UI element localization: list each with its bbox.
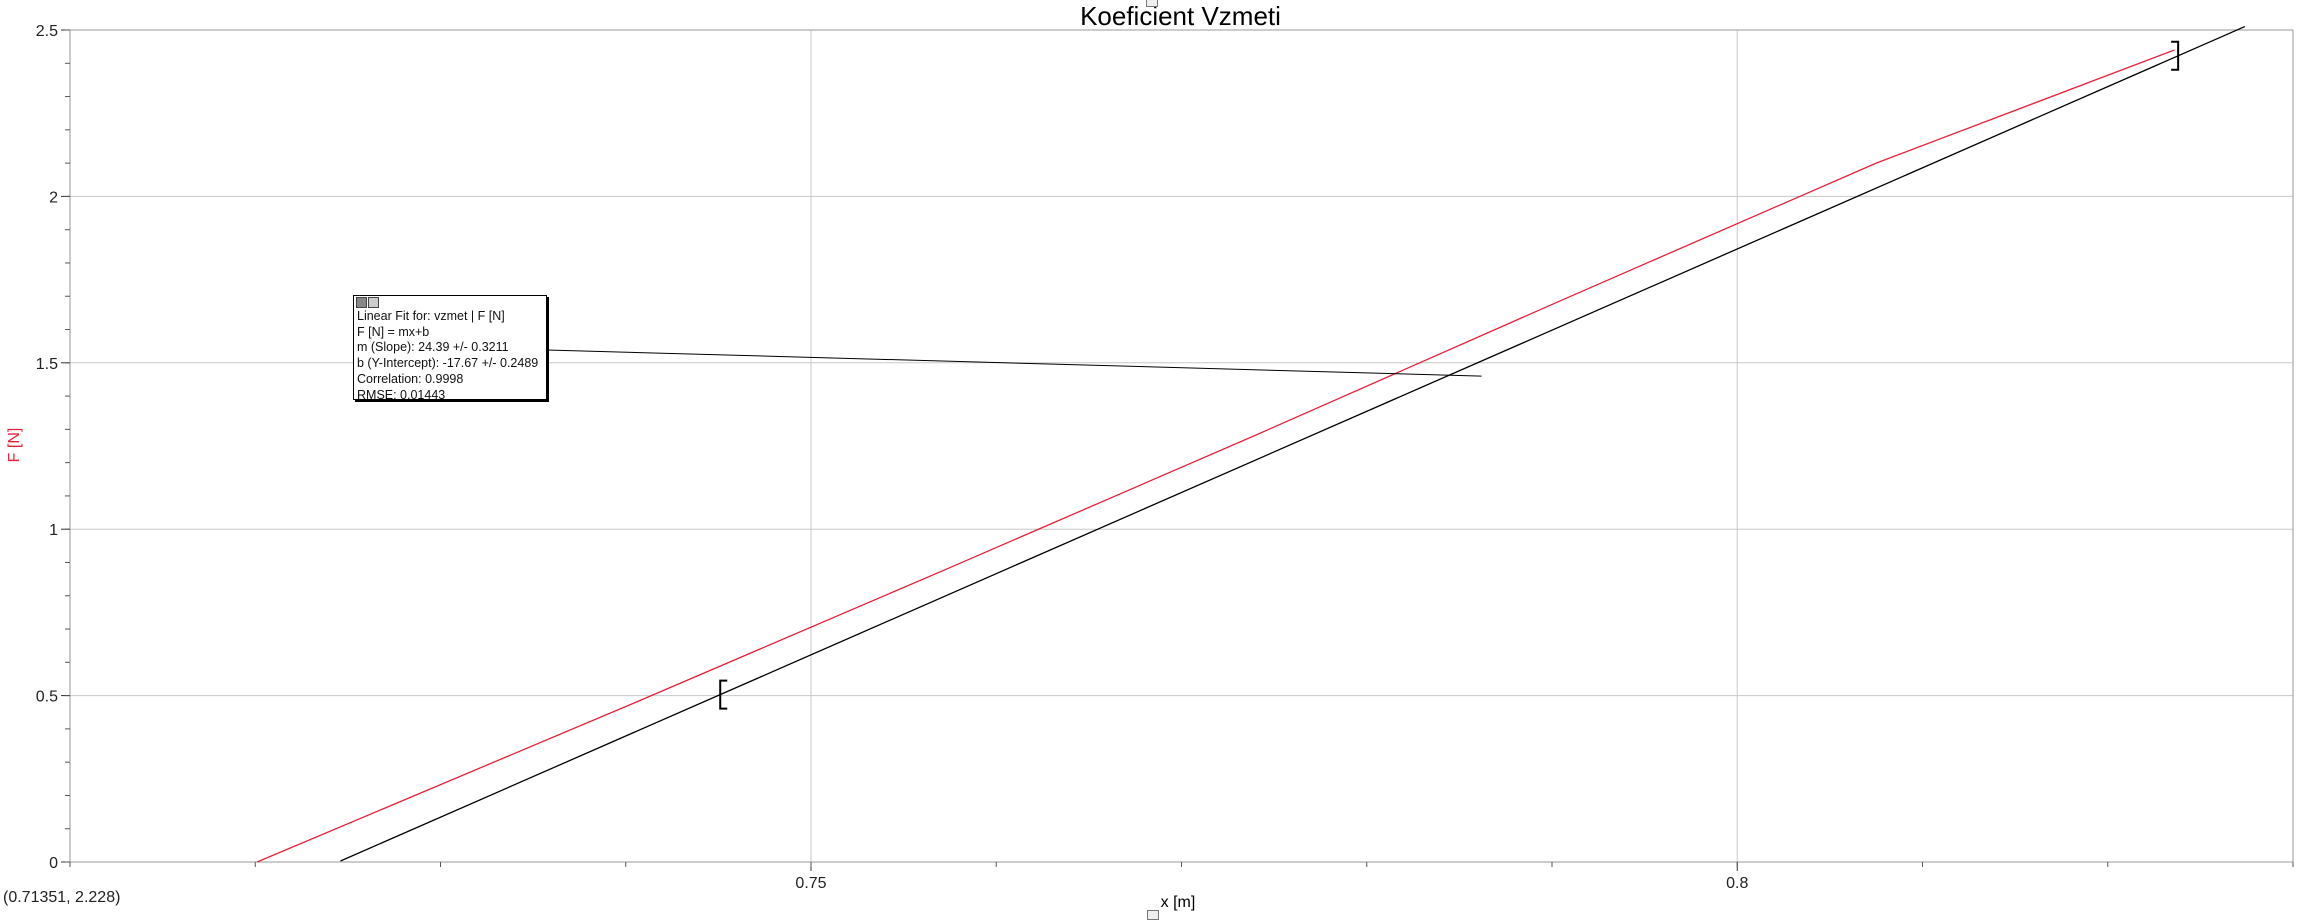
data-series-line (256, 49, 2175, 863)
y-tick-label: 1.5 (36, 356, 58, 373)
fit-box-controls (356, 297, 380, 308)
fit-box-title: Linear Fit for: vzmet | F [N] (357, 309, 505, 323)
y-tick-label: 1 (49, 522, 58, 539)
selection-brackets[interactable] (719, 40, 2180, 710)
annotation-leader-line (546, 349, 1482, 377)
y-tick-label: 2.5 (36, 23, 58, 40)
close-icon[interactable] (356, 297, 367, 308)
options-icon[interactable] (368, 297, 379, 308)
y-tick-label: 0 (49, 855, 58, 872)
plot-frame (69, 29, 2294, 863)
axes (61, 29, 2294, 871)
x-tick-label: 0.75 (795, 875, 826, 892)
fit-box-correlation: Correlation: 0.9998 (357, 371, 464, 386)
chart-title: Koeficient Vzmeti (1080, 1, 1281, 31)
selection-bracket-start[interactable] (719, 679, 728, 710)
x-axis-drag-handle[interactable] (1147, 910, 1159, 920)
fit-box-equation: F [N] = mx+b (357, 324, 430, 339)
series (256, 25, 2246, 863)
coordinate-readout: (0.71351, 2.228) (3, 889, 121, 906)
x-axis-label: x [m] (1161, 894, 1196, 911)
linear-fit-info-box[interactable]: Linear Fit for: vzmet | F [N] F [N] = mx… (353, 295, 547, 402)
linear-fit-line (340, 25, 2246, 862)
selection-bracket-end[interactable] (2171, 40, 2180, 71)
fit-box-slope: m (Slope): 24.39 +/- 0.3211 (357, 340, 509, 355)
title-drag-handle[interactable] (1146, 0, 1158, 7)
y-axis-label: F [N] (6, 428, 23, 463)
tick-labels: 0 0.5 1 1.5 2 2.5 0.75 0.8 (36, 23, 1749, 892)
fit-box-rmse: RMSE: 0.01443 (357, 387, 446, 402)
y-tick-label: 0.5 (36, 689, 58, 706)
x-tick-label: 0.8 (1726, 875, 1748, 892)
fit-box-intercept: b (Y-Intercept): -17.67 +/- 0.2489 (357, 356, 539, 371)
y-tick-label: 2 (49, 189, 58, 206)
grid (70, 30, 2293, 862)
